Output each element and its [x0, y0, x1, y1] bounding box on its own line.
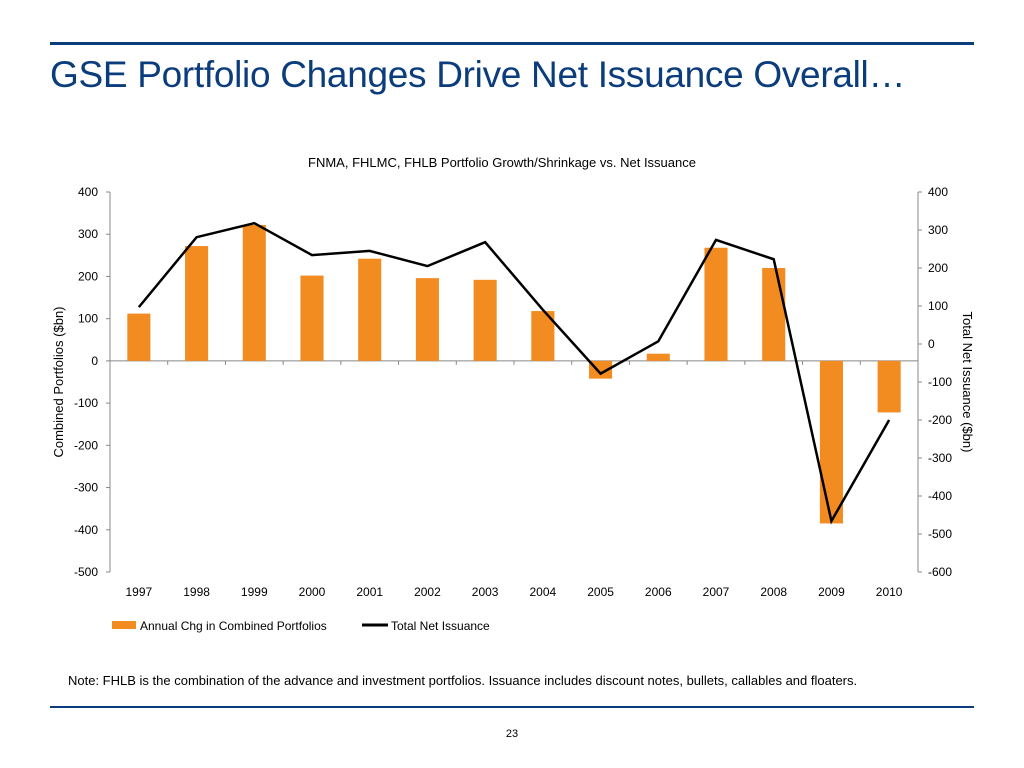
left-axis-label: Combined Portfolios ($bn)	[51, 306, 66, 457]
left-tick-label: -300	[74, 481, 98, 495]
right-tick-label: -200	[928, 413, 952, 427]
bar	[531, 311, 555, 361]
footnote: Note: FHLB is the combination of the adv…	[68, 673, 858, 688]
x-tick-label: 2004	[530, 585, 557, 599]
x-tick-label: 1999	[241, 585, 268, 599]
chart: FNMA, FHLMC, FHLB Portfolio Growth/Shrin…	[51, 155, 975, 633]
right-axis-label: Total Net Issuance ($bn)	[960, 312, 975, 453]
net-issuance-line	[137, 221, 891, 525]
legend-bar-label: Annual Chg in Combined Portfolios	[140, 619, 327, 633]
x-tick-label: 2003	[472, 585, 499, 599]
bar	[877, 360, 901, 413]
left-tick-label: 100	[78, 312, 98, 326]
bar	[127, 313, 151, 361]
bar	[473, 279, 497, 361]
x-tick-label: 2010	[876, 585, 903, 599]
x-tick-label: 2006	[645, 585, 672, 599]
left-tick-label: -500	[74, 565, 98, 579]
x-tick-label: 2007	[703, 585, 730, 599]
x-tick-label: 2009	[818, 585, 845, 599]
x-tick-label: 2000	[299, 585, 326, 599]
x-tick-label: 1997	[126, 585, 153, 599]
slide-title: GSE Portfolio Changes Drive Net Issuance…	[50, 54, 906, 95]
x-tick-label: 2008	[760, 585, 787, 599]
right-tick-label: 100	[928, 299, 948, 313]
top-rule	[50, 42, 974, 45]
bar	[646, 353, 670, 361]
bottom-rule	[50, 706, 974, 708]
left-tick-label: -400	[74, 523, 98, 537]
right-tick-label: 0	[928, 337, 935, 351]
legend-line-label: Total Net Issuance	[391, 619, 490, 633]
bar	[589, 360, 613, 379]
bar	[819, 360, 843, 524]
right-tick-label: -100	[928, 375, 952, 389]
bar	[185, 246, 209, 361]
bar	[300, 275, 324, 361]
left-tick-label: 200	[78, 269, 98, 283]
x-tick-label: 2005	[587, 585, 614, 599]
left-tick-label: -100	[74, 396, 98, 410]
chart-title: FNMA, FHLMC, FHLB Portfolio Growth/Shrin…	[308, 155, 696, 170]
bar	[704, 247, 728, 361]
x-tick-label: 2002	[414, 585, 441, 599]
bar	[762, 268, 786, 361]
right-tick-label: -400	[928, 489, 952, 503]
bar	[242, 224, 266, 361]
bar	[358, 258, 382, 361]
x-tick-label: 2001	[356, 585, 383, 599]
page-number: 23	[505, 728, 519, 740]
bar	[415, 278, 439, 361]
right-tick-label: 200	[928, 261, 948, 275]
left-tick-label: 400	[78, 185, 98, 199]
x-tick-label: 1998	[183, 585, 210, 599]
right-tick-label: -500	[928, 527, 952, 541]
left-tick-label: 300	[78, 227, 98, 241]
left-tick-label: 0	[91, 354, 98, 368]
legend: Annual Chg in Combined Portfolios Total …	[112, 619, 490, 633]
right-tick-label: -300	[928, 451, 952, 465]
right-tick-label: 300	[928, 223, 948, 237]
legend-bar-swatch	[112, 621, 136, 629]
right-tick-label: 400	[928, 185, 948, 199]
right-tick-label: -600	[928, 565, 952, 579]
left-tick-label: -200	[74, 438, 98, 452]
